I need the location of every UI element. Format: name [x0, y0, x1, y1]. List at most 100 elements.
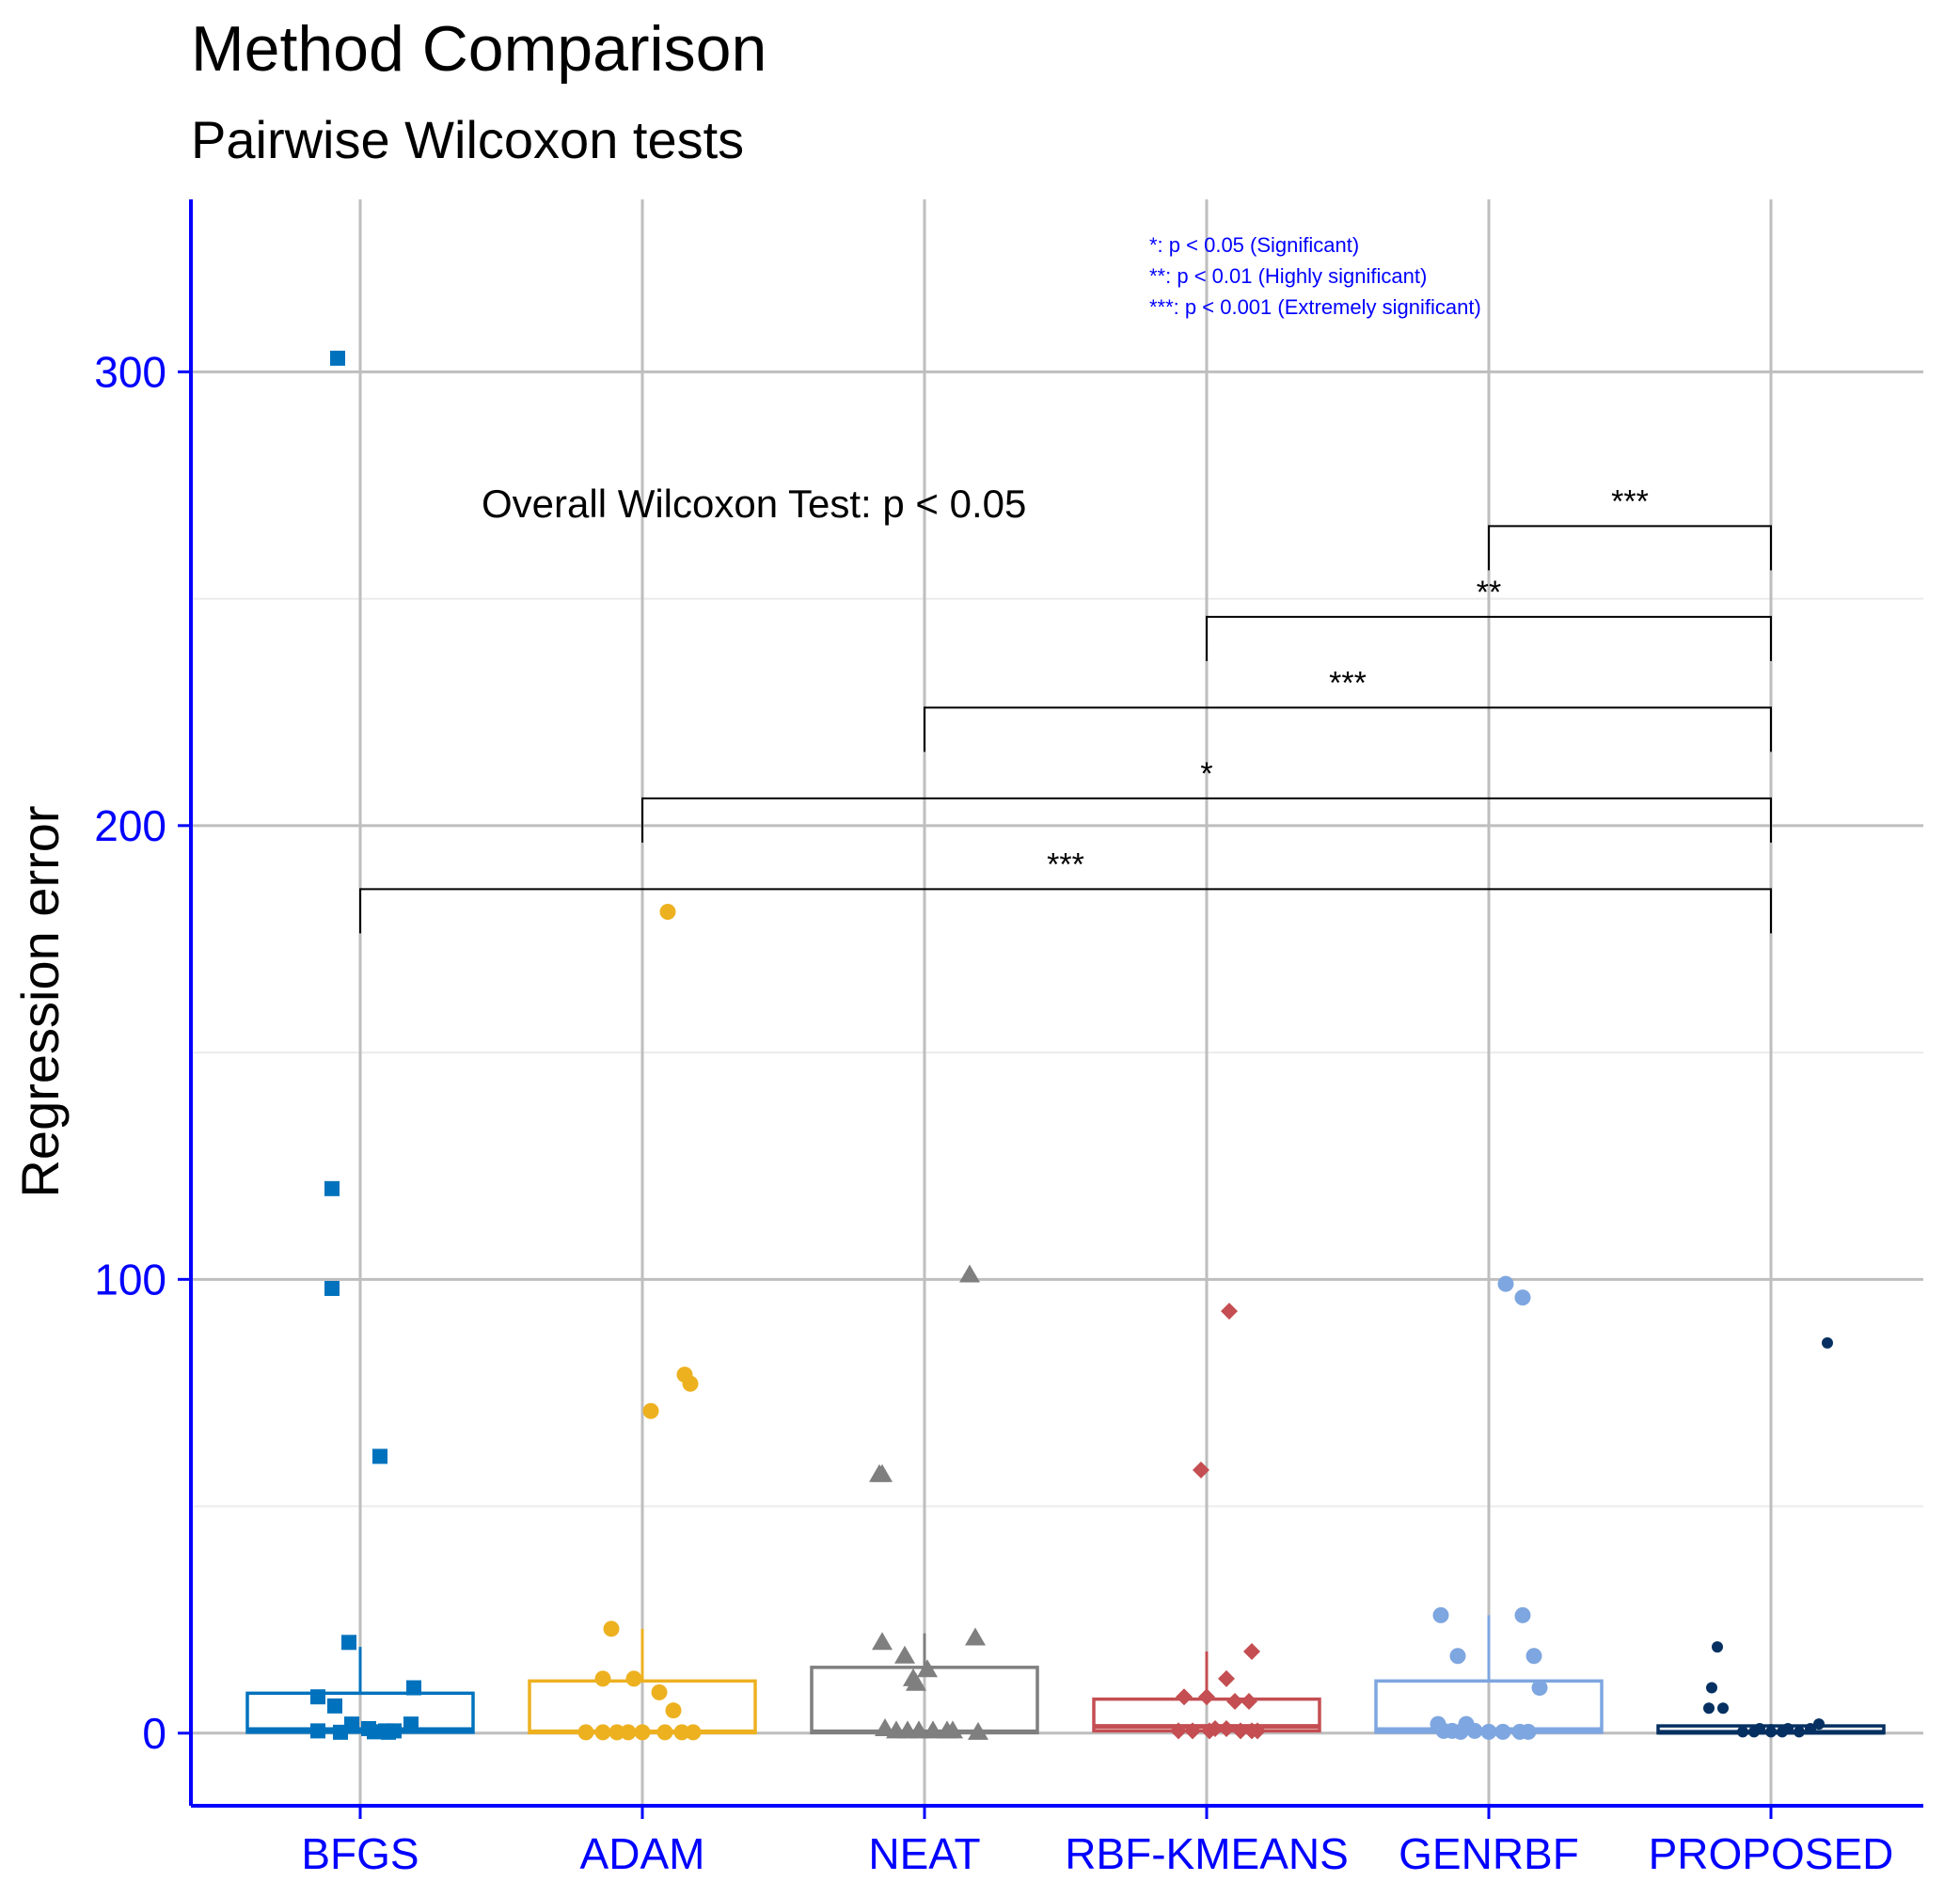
y-tick-label-0: 0 — [142, 1709, 166, 1758]
point-proposed-4 — [1717, 1702, 1729, 1715]
point-proposed-12 — [1777, 1726, 1788, 1738]
bracket-genrbf-vs-proposed: *** — [1488, 483, 1772, 571]
point-rbf-kmeans-0 — [1221, 1303, 1238, 1320]
x-tick-label-bfgs: BFGS — [301, 1829, 419, 1878]
box-series — [245, 1615, 1886, 1735]
point-rbf-kmeans-12 — [1218, 1719, 1235, 1737]
point-rbf-kmeans-13 — [1232, 1722, 1249, 1740]
overall-test-annotation: Overall Wilcoxon Test: p < 0.05 — [482, 482, 1026, 526]
point-adam-13 — [634, 1724, 651, 1741]
y-tick-label-300: 300 — [94, 347, 166, 396]
point-genrbf-3 — [1514, 1606, 1531, 1623]
point-proposed-3 — [1703, 1702, 1715, 1715]
point-neat-16 — [968, 1721, 988, 1740]
point-adam-10 — [594, 1724, 611, 1741]
points-bfgs — [310, 350, 421, 1740]
point-rbf-kmeans-6 — [1226, 1693, 1243, 1711]
point-genrbf-4 — [1449, 1648, 1466, 1665]
bracket-label-4: *** — [1047, 846, 1084, 882]
point-genrbf-2 — [1432, 1606, 1449, 1623]
point-bfgs-0 — [330, 350, 345, 366]
point-adam-12 — [620, 1724, 637, 1741]
bracket-line-2 — [924, 706, 1772, 752]
chart-title: Method Comparison — [191, 13, 767, 85]
point-bfgs-14 — [333, 1724, 348, 1740]
chart-subtitle: Pairwise Wilcoxon tests — [191, 110, 744, 169]
point-rbf-kmeans-1 — [1193, 1461, 1209, 1478]
bracket-bfgs-vs-proposed: *** — [359, 846, 1772, 934]
bracket-adam-vs-proposed: * — [641, 756, 1772, 843]
bracket-line-0 — [1488, 525, 1772, 571]
point-adam-8 — [665, 1702, 682, 1719]
data-points — [310, 350, 1833, 1741]
point-adam-4 — [603, 1620, 620, 1637]
point-proposed-0 — [1822, 1336, 1833, 1349]
legend-note-3: ***: p < 0.001 (Extremely significant) — [1149, 295, 1481, 319]
point-adam-5 — [594, 1670, 611, 1687]
point-neat-12 — [909, 1720, 929, 1739]
x-tick-label-proposed: PROPOSED — [1649, 1829, 1894, 1878]
points-neat — [869, 1264, 988, 1740]
point-bfgs-8 — [403, 1716, 419, 1732]
points-genrbf — [1430, 1275, 1548, 1740]
points-proposed — [1703, 1336, 1833, 1738]
point-proposed-7 — [1805, 1722, 1816, 1734]
point-proposed-13 — [1794, 1726, 1805, 1738]
point-neat-13 — [923, 1720, 943, 1739]
point-genrbf-6 — [1531, 1680, 1548, 1697]
point-proposed-2 — [1706, 1682, 1717, 1694]
point-bfgs-7 — [327, 1698, 342, 1714]
point-bfgs-2 — [324, 1280, 340, 1296]
y-tick-label-200: 200 — [94, 801, 166, 850]
point-genrbf-11 — [1452, 1723, 1469, 1740]
bracket-label-2: *** — [1329, 665, 1367, 701]
point-neat-15 — [942, 1720, 963, 1739]
x-tick-label-adam: ADAM — [580, 1829, 705, 1878]
point-genrbf-12 — [1466, 1722, 1483, 1739]
legend-note-1: *: p < 0.05 (Significant) — [1149, 233, 1359, 257]
box-rect-neat — [810, 1666, 1039, 1735]
point-genrbf-16 — [1520, 1723, 1537, 1740]
bracket-label-3: * — [1200, 756, 1212, 792]
bracket-line-3 — [641, 797, 1772, 843]
point-adam-15 — [673, 1724, 690, 1741]
point-adam-9 — [577, 1724, 594, 1741]
point-rbf-kmeans-11 — [1207, 1719, 1224, 1737]
point-adam-14 — [656, 1724, 673, 1741]
point-adam-2 — [682, 1375, 699, 1392]
axes — [189, 199, 1923, 1808]
bracket-neat-vs-proposed: *** — [924, 665, 1772, 752]
point-bfgs-1 — [324, 1180, 340, 1196]
box-rect-bfgs — [245, 1691, 475, 1734]
significance-brackets: ************ — [359, 483, 1772, 934]
point-bfgs-15 — [367, 1724, 382, 1740]
point-genrbf-5 — [1525, 1648, 1542, 1665]
point-rbf-kmeans-4 — [1176, 1688, 1193, 1706]
x-tick-label-neat: NEAT — [868, 1829, 980, 1878]
tick-labels: 0 100 200 300 BFGS ADAM NEAT RBF-KMEANS GENRBF PR… — [94, 347, 1893, 1878]
point-adam-3 — [642, 1402, 659, 1419]
bracket-label-0: *** — [1611, 483, 1649, 519]
point-neat-0 — [959, 1264, 980, 1283]
box-bfgs — [245, 1647, 475, 1734]
point-adam-6 — [625, 1670, 642, 1687]
point-proposed-10 — [1748, 1726, 1760, 1738]
point-bfgs-5 — [406, 1680, 421, 1696]
point-genrbf-14 — [1494, 1723, 1511, 1740]
point-adam-11 — [609, 1724, 625, 1741]
y-tick-label-100: 100 — [94, 1255, 166, 1304]
point-proposed-8 — [1813, 1718, 1825, 1731]
point-rbf-kmeans-2 — [1243, 1642, 1260, 1660]
points-adam — [577, 904, 702, 1741]
point-neat-6 — [917, 1659, 938, 1678]
point-neat-4 — [894, 1645, 915, 1664]
bracket-rbf-kmeans-vs-proposed: ** — [1206, 575, 1772, 661]
bracket-line-4 — [359, 888, 1772, 934]
point-neat-2 — [869, 1463, 890, 1482]
point-rbf-kmeans-3 — [1218, 1669, 1235, 1687]
box-genrbf — [1374, 1615, 1604, 1734]
point-genrbf-0 — [1497, 1275, 1514, 1292]
bracket-line-1 — [1206, 615, 1772, 661]
point-adam-16 — [685, 1724, 702, 1741]
